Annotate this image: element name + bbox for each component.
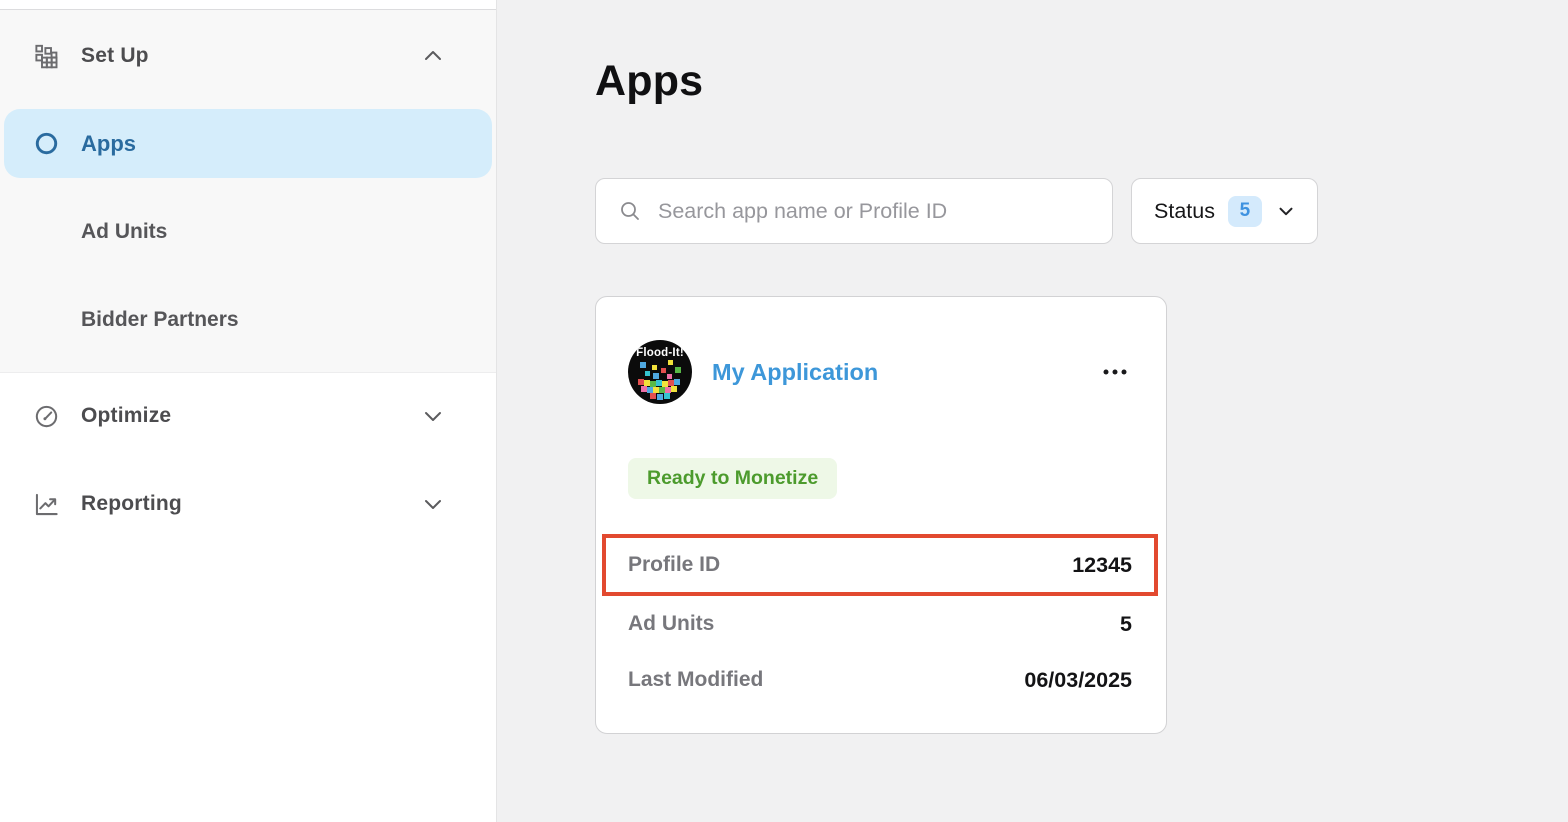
status-filter-button[interactable]: Status 5 xyxy=(1131,178,1318,244)
circle-outline-icon xyxy=(33,130,60,157)
detail-value: 06/03/2025 xyxy=(1024,667,1132,692)
page-title: Apps xyxy=(595,57,704,105)
detail-label: Ad Units xyxy=(628,612,715,635)
chevron-up-icon xyxy=(420,43,446,69)
line-chart-icon xyxy=(33,491,60,518)
search-input[interactable] xyxy=(658,179,1094,243)
app-name-link[interactable]: My Application xyxy=(712,358,879,385)
app-avatar-text: Flood-It! xyxy=(636,347,684,359)
sidebar-item-label: Bidder Partners xyxy=(81,308,239,331)
sidebar-item-label: Ad Units xyxy=(81,220,168,243)
app-card: Flood-It! My Application Ready to Moneti… xyxy=(595,296,1167,734)
sidebar: Set Up Apps Ad Units Bidd xyxy=(0,0,497,822)
chevron-down-icon xyxy=(1275,200,1297,222)
status-count-badge: 5 xyxy=(1227,195,1262,227)
status-badge: Ready to Monetize xyxy=(628,458,838,499)
detail-value: 5 xyxy=(1120,611,1132,636)
chevron-down-icon xyxy=(420,403,446,429)
sidebar-item-optimize[interactable]: Optimize xyxy=(0,390,496,442)
sidebar-item-set-up[interactable]: Set Up xyxy=(0,30,496,82)
search-icon xyxy=(618,199,642,223)
sidebar-item-reporting[interactable]: Reporting xyxy=(0,478,496,530)
toolbar: Status 5 xyxy=(595,178,1568,244)
gauge-icon xyxy=(33,403,60,430)
sidebar-section-setup: Set Up Apps Ad Units Bidd xyxy=(0,10,496,373)
sidebar-section-lower: Optimize Reporting xyxy=(0,373,496,530)
app-card-header: Flood-It! My Application xyxy=(628,340,1132,404)
sidebar-item-ad-units[interactable]: Ad Units xyxy=(0,206,496,258)
horizontal-ellipsis-icon xyxy=(1103,369,1127,375)
detail-value: 12345 xyxy=(1072,552,1132,577)
app-details: Profile ID 12345 Ad Units 5 Last Modifie… xyxy=(602,534,1158,708)
more-options-button[interactable] xyxy=(1098,357,1132,387)
app-avatar: Flood-It! xyxy=(628,340,692,404)
main-content: Apps Status 5 xyxy=(497,0,1568,822)
sidebar-item-label: Optimize xyxy=(81,404,172,427)
detail-row-last-modified: Last Modified 06/03/2025 xyxy=(628,652,1132,708)
sidebar-item-label: Set Up xyxy=(81,44,149,67)
sidebar-item-label: Apps xyxy=(81,130,136,156)
sidebar-item-bidder-partners[interactable]: Bidder Partners xyxy=(0,294,496,346)
sidebar-item-label: Reporting xyxy=(81,492,182,515)
detail-row-profile-id: Profile ID 12345 xyxy=(602,534,1158,596)
detail-label: Last Modified xyxy=(628,668,764,691)
sidebar-top-divider xyxy=(0,0,496,10)
sidebar-item-apps[interactable]: Apps xyxy=(4,109,492,178)
chevron-down-icon xyxy=(420,491,446,517)
search-box[interactable] xyxy=(595,178,1113,244)
grid-blocks-icon xyxy=(33,43,60,70)
detail-row-ad-units: Ad Units 5 xyxy=(628,596,1132,652)
status-filter-label: Status xyxy=(1154,198,1215,223)
detail-label: Profile ID xyxy=(628,553,721,576)
